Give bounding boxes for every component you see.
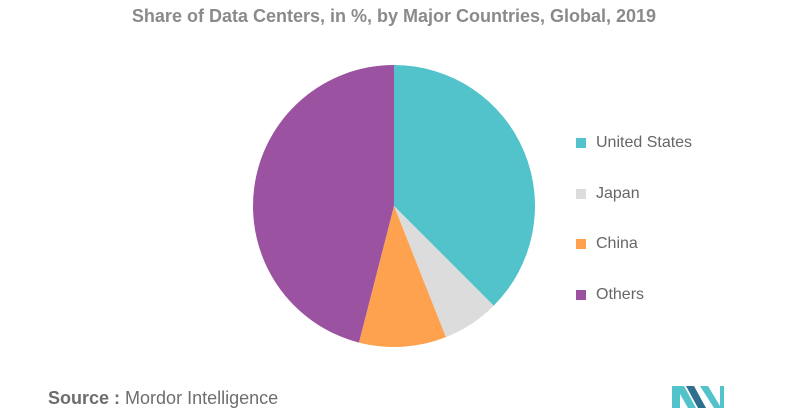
logo-right-shape	[700, 386, 724, 408]
pie-slice-china	[358, 206, 446, 347]
source-credit: Source : Mordor Intelligence	[48, 388, 278, 409]
pie-slice-japan	[394, 206, 494, 338]
legend-item-china: China	[576, 219, 692, 270]
chart-title: Share of Data Centers, in %, by Major Co…	[131, 6, 657, 26]
mordor-intelligence-logo	[672, 386, 724, 408]
legend-label-japan: Japan	[596, 184, 640, 202]
legend-swatch-united-states	[576, 138, 586, 149]
legend-swatch-china	[576, 239, 586, 250]
legend-swatch-others	[576, 289, 586, 300]
legend-label-others: Others	[596, 285, 645, 303]
legend-item-united-states: United States	[576, 118, 692, 169]
legend-label-united-states: United States	[596, 134, 693, 152]
legend-swatch-japan	[576, 188, 586, 199]
legend-item-japan: Japan	[576, 169, 692, 220]
source-prefix: Source :	[48, 388, 121, 408]
legend-item-others: Others	[576, 270, 692, 321]
source-text: Mordor Intelligence	[125, 388, 279, 408]
logo-left-shape	[672, 386, 696, 408]
pie-slice-others	[253, 65, 394, 343]
legend-label-china: China	[596, 235, 638, 253]
legend: United States Japan China Others	[576, 118, 692, 320]
pie-slice-united-states	[394, 65, 535, 306]
logo-middle-shape	[686, 386, 706, 408]
